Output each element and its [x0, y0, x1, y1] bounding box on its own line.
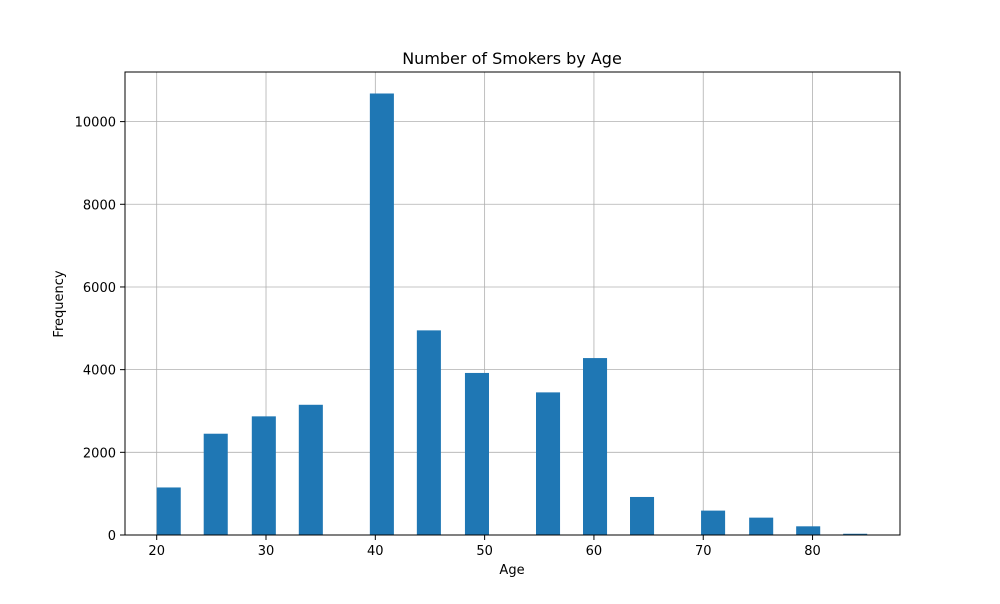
histogram-bar — [464, 372, 489, 535]
y-tick-label: 2000 — [83, 446, 116, 461]
histogram-bar — [298, 404, 323, 535]
y-tick-label: 0 — [108, 529, 116, 544]
y-axis-label: Frequency — [52, 270, 67, 337]
histogram-bar — [796, 526, 821, 535]
histogram-bar — [203, 433, 228, 535]
axis-ticks: 20 30 40 50 60 70 80 0 2000 4000 6000 8000 10000 — [75, 116, 821, 559]
histogram-bar — [843, 533, 868, 535]
x-tick-label: 20 — [148, 544, 165, 559]
histogram-bar — [536, 392, 561, 535]
y-tick-label: 8000 — [83, 198, 116, 213]
x-tick-label: 80 — [804, 544, 821, 559]
grid-lines — [125, 72, 900, 536]
x-axis-label: Age — [499, 563, 524, 578]
histogram-bar — [369, 93, 394, 535]
histogram-bar — [416, 330, 441, 535]
x-tick-label: 30 — [258, 544, 275, 559]
histogram-bar — [630, 496, 655, 535]
y-tick-label: 10000 — [75, 116, 116, 131]
bar-series — [156, 93, 868, 535]
y-tick-label: 4000 — [83, 364, 116, 379]
y-tick-label: 6000 — [83, 281, 116, 296]
histogram-bar — [749, 517, 774, 535]
histogram-bar — [156, 487, 181, 535]
histogram-bar — [251, 416, 276, 535]
x-tick-label: 50 — [476, 544, 493, 559]
plot-frame — [124, 71, 901, 536]
x-tick-label: 70 — [695, 544, 712, 559]
x-tick-label: 40 — [367, 544, 384, 559]
histogram-bar — [701, 510, 726, 535]
chart-title: Number of Smokers by Age — [402, 49, 622, 68]
histogram-bar — [583, 358, 608, 535]
x-tick-label: 60 — [586, 544, 603, 559]
